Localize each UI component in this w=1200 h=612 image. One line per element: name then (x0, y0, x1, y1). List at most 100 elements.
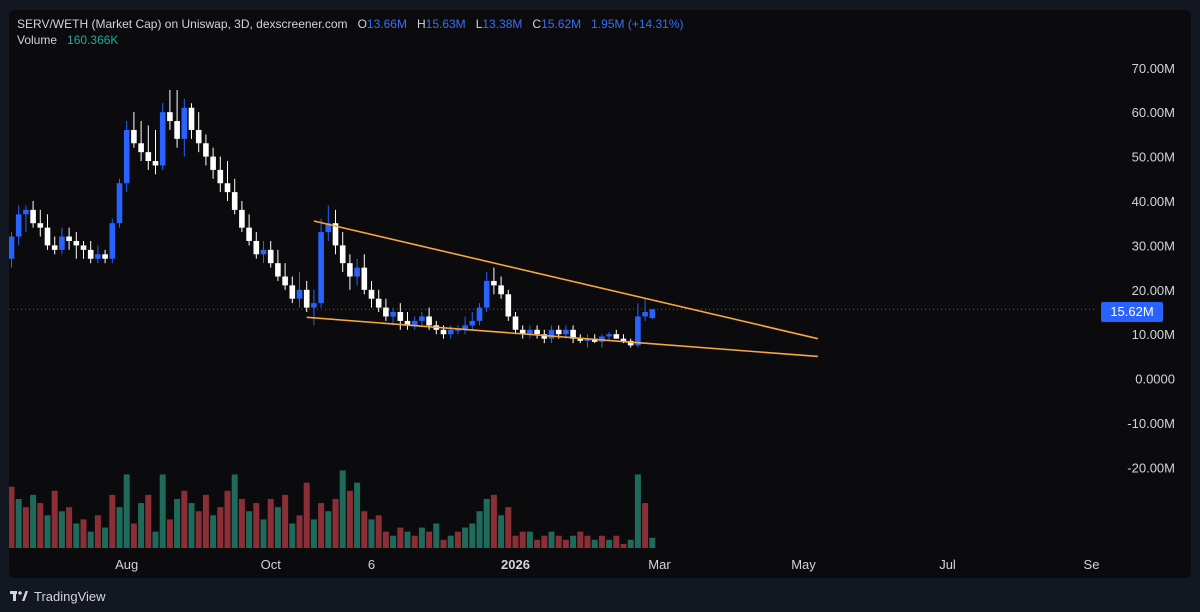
volume-bar (195, 511, 202, 548)
candle-body (159, 112, 166, 166)
volume-bar (282, 494, 289, 548)
brand-name[interactable]: TradingView (34, 588, 106, 604)
candle-body (455, 329, 461, 331)
x-tick-label: 2026 (501, 557, 530, 572)
volume-bar (238, 498, 245, 548)
volume-bar (145, 494, 152, 548)
candle-body (390, 312, 396, 317)
candle-body (181, 107, 188, 139)
volume-bar (30, 494, 37, 548)
candle-body (188, 107, 195, 130)
volume-bar (476, 511, 483, 548)
candle-body (498, 285, 504, 295)
candle-body (44, 227, 51, 246)
volume-bar (87, 531, 94, 548)
volume-bar (570, 535, 577, 548)
candle-body (476, 307, 483, 321)
volume-bar (598, 535, 605, 548)
volume-bar (325, 511, 332, 548)
candle-body (577, 338, 584, 341)
candle-body (483, 280, 490, 308)
candle-body (591, 338, 598, 342)
y-tick-label: -10.00M (1127, 416, 1175, 431)
volume-bar (418, 527, 425, 548)
volume-bar (483, 498, 490, 548)
candle-body (15, 214, 22, 237)
candle-body (332, 223, 339, 246)
volume-bar (649, 537, 656, 548)
candle-body (635, 316, 641, 346)
candle-body (109, 223, 116, 259)
volume-bar (224, 490, 231, 548)
volume-bar (512, 535, 519, 548)
candle-body (9, 236, 15, 259)
volume-bar (411, 535, 418, 548)
candle-body (613, 334, 620, 339)
candle-body (123, 129, 130, 184)
y-tick-label: 40.00M (1132, 194, 1175, 209)
volume-bar (58, 511, 65, 548)
volume-bar (462, 527, 469, 548)
volume-bar (102, 527, 109, 548)
volume-bar (490, 494, 497, 548)
candle-body (80, 245, 87, 250)
candle-body (627, 340, 634, 346)
candle-body (599, 336, 605, 342)
y-tick-label: 50.00M (1132, 150, 1175, 165)
symbol-label[interactable]: SERV/WETH (Market Cap) on Uniswap, 3D, d… (17, 17, 348, 31)
trendline-upper (313, 220, 819, 340)
candle-body (289, 285, 296, 299)
candle-body (152, 161, 159, 166)
candle-body (138, 143, 144, 153)
volume-bar (354, 482, 361, 548)
candle-body (555, 329, 562, 335)
candle-body (224, 183, 231, 193)
y-tick-label: 60.00M (1132, 105, 1175, 120)
tradingview-logo-icon[interactable] (10, 590, 28, 602)
volume-bar (634, 474, 641, 548)
candle-body (606, 334, 612, 337)
volume-bar (591, 539, 598, 548)
volume-bar (202, 494, 209, 548)
candle-body (51, 245, 58, 250)
volume-bar (375, 515, 382, 548)
change-value: 1.95M (+14.31%) (591, 17, 684, 31)
footer: TradingView (10, 586, 106, 606)
volume-bar (66, 507, 73, 548)
volume-bar (541, 535, 548, 548)
legend-row-ohlc: SERV/WETH (Market Cap) on Uniswap, 3D, d… (17, 16, 684, 32)
volume-bar (577, 531, 584, 548)
candle-body (527, 329, 533, 335)
volume-bar (51, 490, 58, 548)
volume-bar (159, 474, 166, 548)
candle-body (519, 329, 526, 335)
volume-bar (138, 503, 145, 548)
price-chart[interactable]: 70.00M 60.00M 50.00M 40.00M 30.00M 20.00M 10.0… (9, 10, 1191, 578)
candle-body (620, 338, 627, 341)
candle-body (512, 316, 519, 330)
chart-legend: SERV/WETH (Market Cap) on Uniswap, 3D, d… (17, 16, 684, 48)
volume-bar (109, 494, 116, 548)
volume-bar (526, 531, 533, 548)
candle-body (260, 249, 267, 255)
y-tick-label: -20.00M (1127, 460, 1175, 475)
volume-bar (534, 539, 541, 548)
candle-body (231, 192, 238, 210)
volume-bar (246, 511, 253, 548)
volume-bar (274, 507, 281, 548)
candle-body (66, 236, 72, 241)
candle-body (116, 183, 123, 224)
volume-bar (346, 490, 353, 548)
candle-body (167, 112, 173, 122)
candle-body (563, 329, 569, 335)
close-label: C (532, 17, 542, 31)
volume-bar (368, 519, 375, 548)
candle-body (37, 223, 44, 228)
candle-body (246, 227, 252, 241)
volume-label[interactable]: Volume (17, 33, 58, 47)
high-value: 15.63M (425, 17, 466, 31)
chart-panel[interactable]: 70.00M 60.00M 50.00M 40.00M 30.00M 20.00M 10.0… (9, 10, 1191, 578)
candle-body (505, 294, 512, 317)
candle-body (570, 329, 576, 339)
candle-body (318, 232, 324, 304)
